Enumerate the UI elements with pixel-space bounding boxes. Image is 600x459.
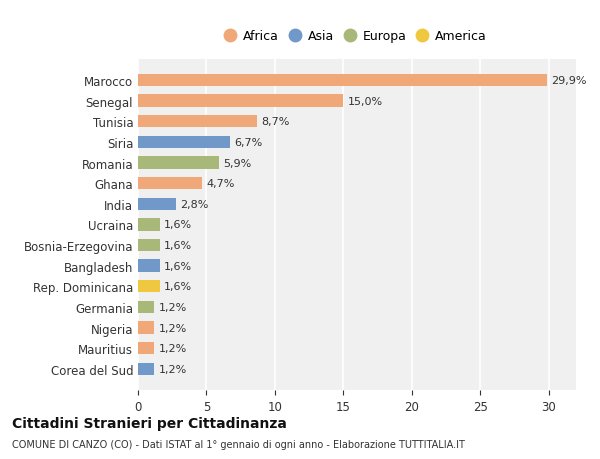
Text: 2,8%: 2,8%	[181, 199, 209, 209]
Legend: Africa, Asia, Europa, America: Africa, Asia, Europa, America	[223, 26, 491, 47]
Text: 29,9%: 29,9%	[551, 76, 587, 86]
Text: 6,7%: 6,7%	[234, 138, 262, 148]
Bar	[138, 95, 343, 107]
Bar	[138, 198, 176, 211]
Bar	[138, 157, 219, 169]
Text: COMUNE DI CANZO (CO) - Dati ISTAT al 1° gennaio di ogni anno - Elaborazione TUTT: COMUNE DI CANZO (CO) - Dati ISTAT al 1° …	[12, 440, 465, 449]
Text: 1,6%: 1,6%	[164, 241, 192, 251]
Bar	[138, 342, 154, 354]
Text: 1,6%: 1,6%	[164, 261, 192, 271]
Text: 15,0%: 15,0%	[347, 96, 383, 106]
Text: 4,7%: 4,7%	[206, 179, 235, 189]
Text: 8,7%: 8,7%	[261, 117, 290, 127]
Bar	[138, 239, 160, 252]
Bar	[138, 280, 160, 293]
Bar	[138, 322, 154, 334]
Bar	[138, 116, 257, 128]
Text: 1,2%: 1,2%	[158, 302, 187, 312]
Text: 1,2%: 1,2%	[158, 323, 187, 333]
Text: 1,6%: 1,6%	[164, 220, 192, 230]
Bar	[138, 219, 160, 231]
Bar	[138, 178, 202, 190]
Bar	[138, 260, 160, 272]
Text: 1,6%: 1,6%	[164, 282, 192, 291]
Bar	[138, 75, 547, 87]
Text: 1,2%: 1,2%	[158, 343, 187, 353]
Text: 1,2%: 1,2%	[158, 364, 187, 374]
Text: 5,9%: 5,9%	[223, 158, 251, 168]
Text: Cittadini Stranieri per Cittadinanza: Cittadini Stranieri per Cittadinanza	[12, 416, 287, 430]
Bar	[138, 363, 154, 375]
Bar	[138, 136, 230, 149]
Bar	[138, 301, 154, 313]
